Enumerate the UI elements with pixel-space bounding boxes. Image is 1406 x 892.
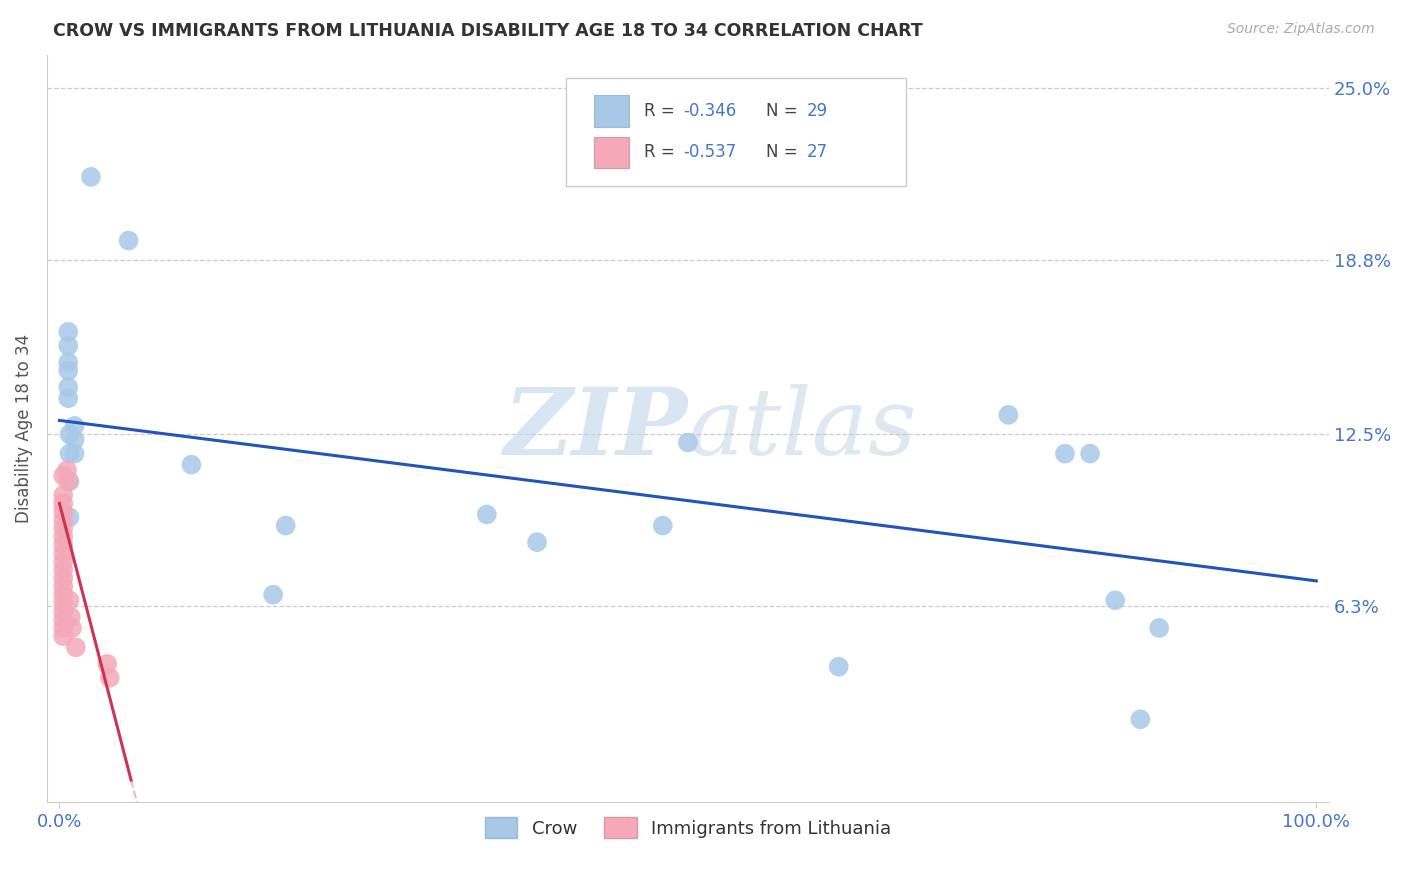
Point xyxy=(828,659,851,673)
FancyBboxPatch shape xyxy=(595,95,628,127)
Point xyxy=(1053,447,1076,461)
Point xyxy=(59,610,82,624)
Point xyxy=(1078,447,1101,461)
Point xyxy=(58,391,80,405)
Point xyxy=(180,458,202,472)
Text: CROW VS IMMIGRANTS FROM LITHUANIA DISABILITY AGE 18 TO 34 CORRELATION CHART: CROW VS IMMIGRANTS FROM LITHUANIA DISABI… xyxy=(53,22,924,40)
Point xyxy=(52,513,75,527)
Point xyxy=(56,463,79,477)
Point xyxy=(117,234,139,248)
Point xyxy=(65,640,87,655)
Point xyxy=(52,563,75,577)
Point xyxy=(52,505,75,519)
Point xyxy=(63,447,86,461)
Point xyxy=(58,363,80,377)
Point xyxy=(651,518,673,533)
Point xyxy=(52,571,75,585)
Point xyxy=(52,530,75,544)
Point xyxy=(58,325,80,339)
Point xyxy=(52,588,75,602)
Text: Source: ZipAtlas.com: Source: ZipAtlas.com xyxy=(1227,22,1375,37)
Point xyxy=(58,475,80,489)
Point xyxy=(52,629,75,643)
Point xyxy=(52,555,75,569)
Point xyxy=(80,169,103,184)
Point xyxy=(58,355,80,369)
Text: R =: R = xyxy=(644,144,681,161)
FancyBboxPatch shape xyxy=(567,78,905,186)
Text: N =: N = xyxy=(766,144,803,161)
Point xyxy=(96,657,118,671)
Point xyxy=(52,538,75,552)
FancyBboxPatch shape xyxy=(595,136,628,168)
Point xyxy=(526,535,548,549)
Text: ZIP: ZIP xyxy=(503,384,688,474)
Point xyxy=(58,510,80,524)
Y-axis label: Disability Age 18 to 34: Disability Age 18 to 34 xyxy=(15,334,32,524)
Point xyxy=(52,613,75,627)
Point xyxy=(52,621,75,635)
Text: -0.346: -0.346 xyxy=(683,103,735,120)
Point xyxy=(58,447,80,461)
Point xyxy=(52,546,75,560)
Point xyxy=(274,518,297,533)
Text: 29: 29 xyxy=(807,103,828,120)
Point xyxy=(58,427,80,442)
Point xyxy=(52,596,75,610)
Text: atlas: atlas xyxy=(688,384,917,474)
Point xyxy=(52,521,75,535)
Point xyxy=(475,508,498,522)
Point xyxy=(1129,712,1152,726)
Point xyxy=(676,435,699,450)
Text: R =: R = xyxy=(644,103,681,120)
Point xyxy=(60,621,83,635)
Text: N =: N = xyxy=(766,103,803,120)
Point xyxy=(98,671,121,685)
Point xyxy=(58,339,80,353)
Point xyxy=(52,604,75,618)
Point xyxy=(1147,621,1170,635)
Point xyxy=(997,408,1019,422)
Legend: Crow, Immigrants from Lithuania: Crow, Immigrants from Lithuania xyxy=(478,810,898,846)
Point xyxy=(52,488,75,502)
Text: -0.537: -0.537 xyxy=(683,144,735,161)
Point xyxy=(52,468,75,483)
Point xyxy=(58,475,80,489)
Point xyxy=(58,380,80,394)
Point xyxy=(58,593,80,607)
Point xyxy=(52,579,75,593)
Point xyxy=(63,433,86,447)
Point xyxy=(52,496,75,510)
Text: 27: 27 xyxy=(807,144,828,161)
Point xyxy=(63,419,86,434)
Point xyxy=(262,588,284,602)
Point xyxy=(1104,593,1126,607)
